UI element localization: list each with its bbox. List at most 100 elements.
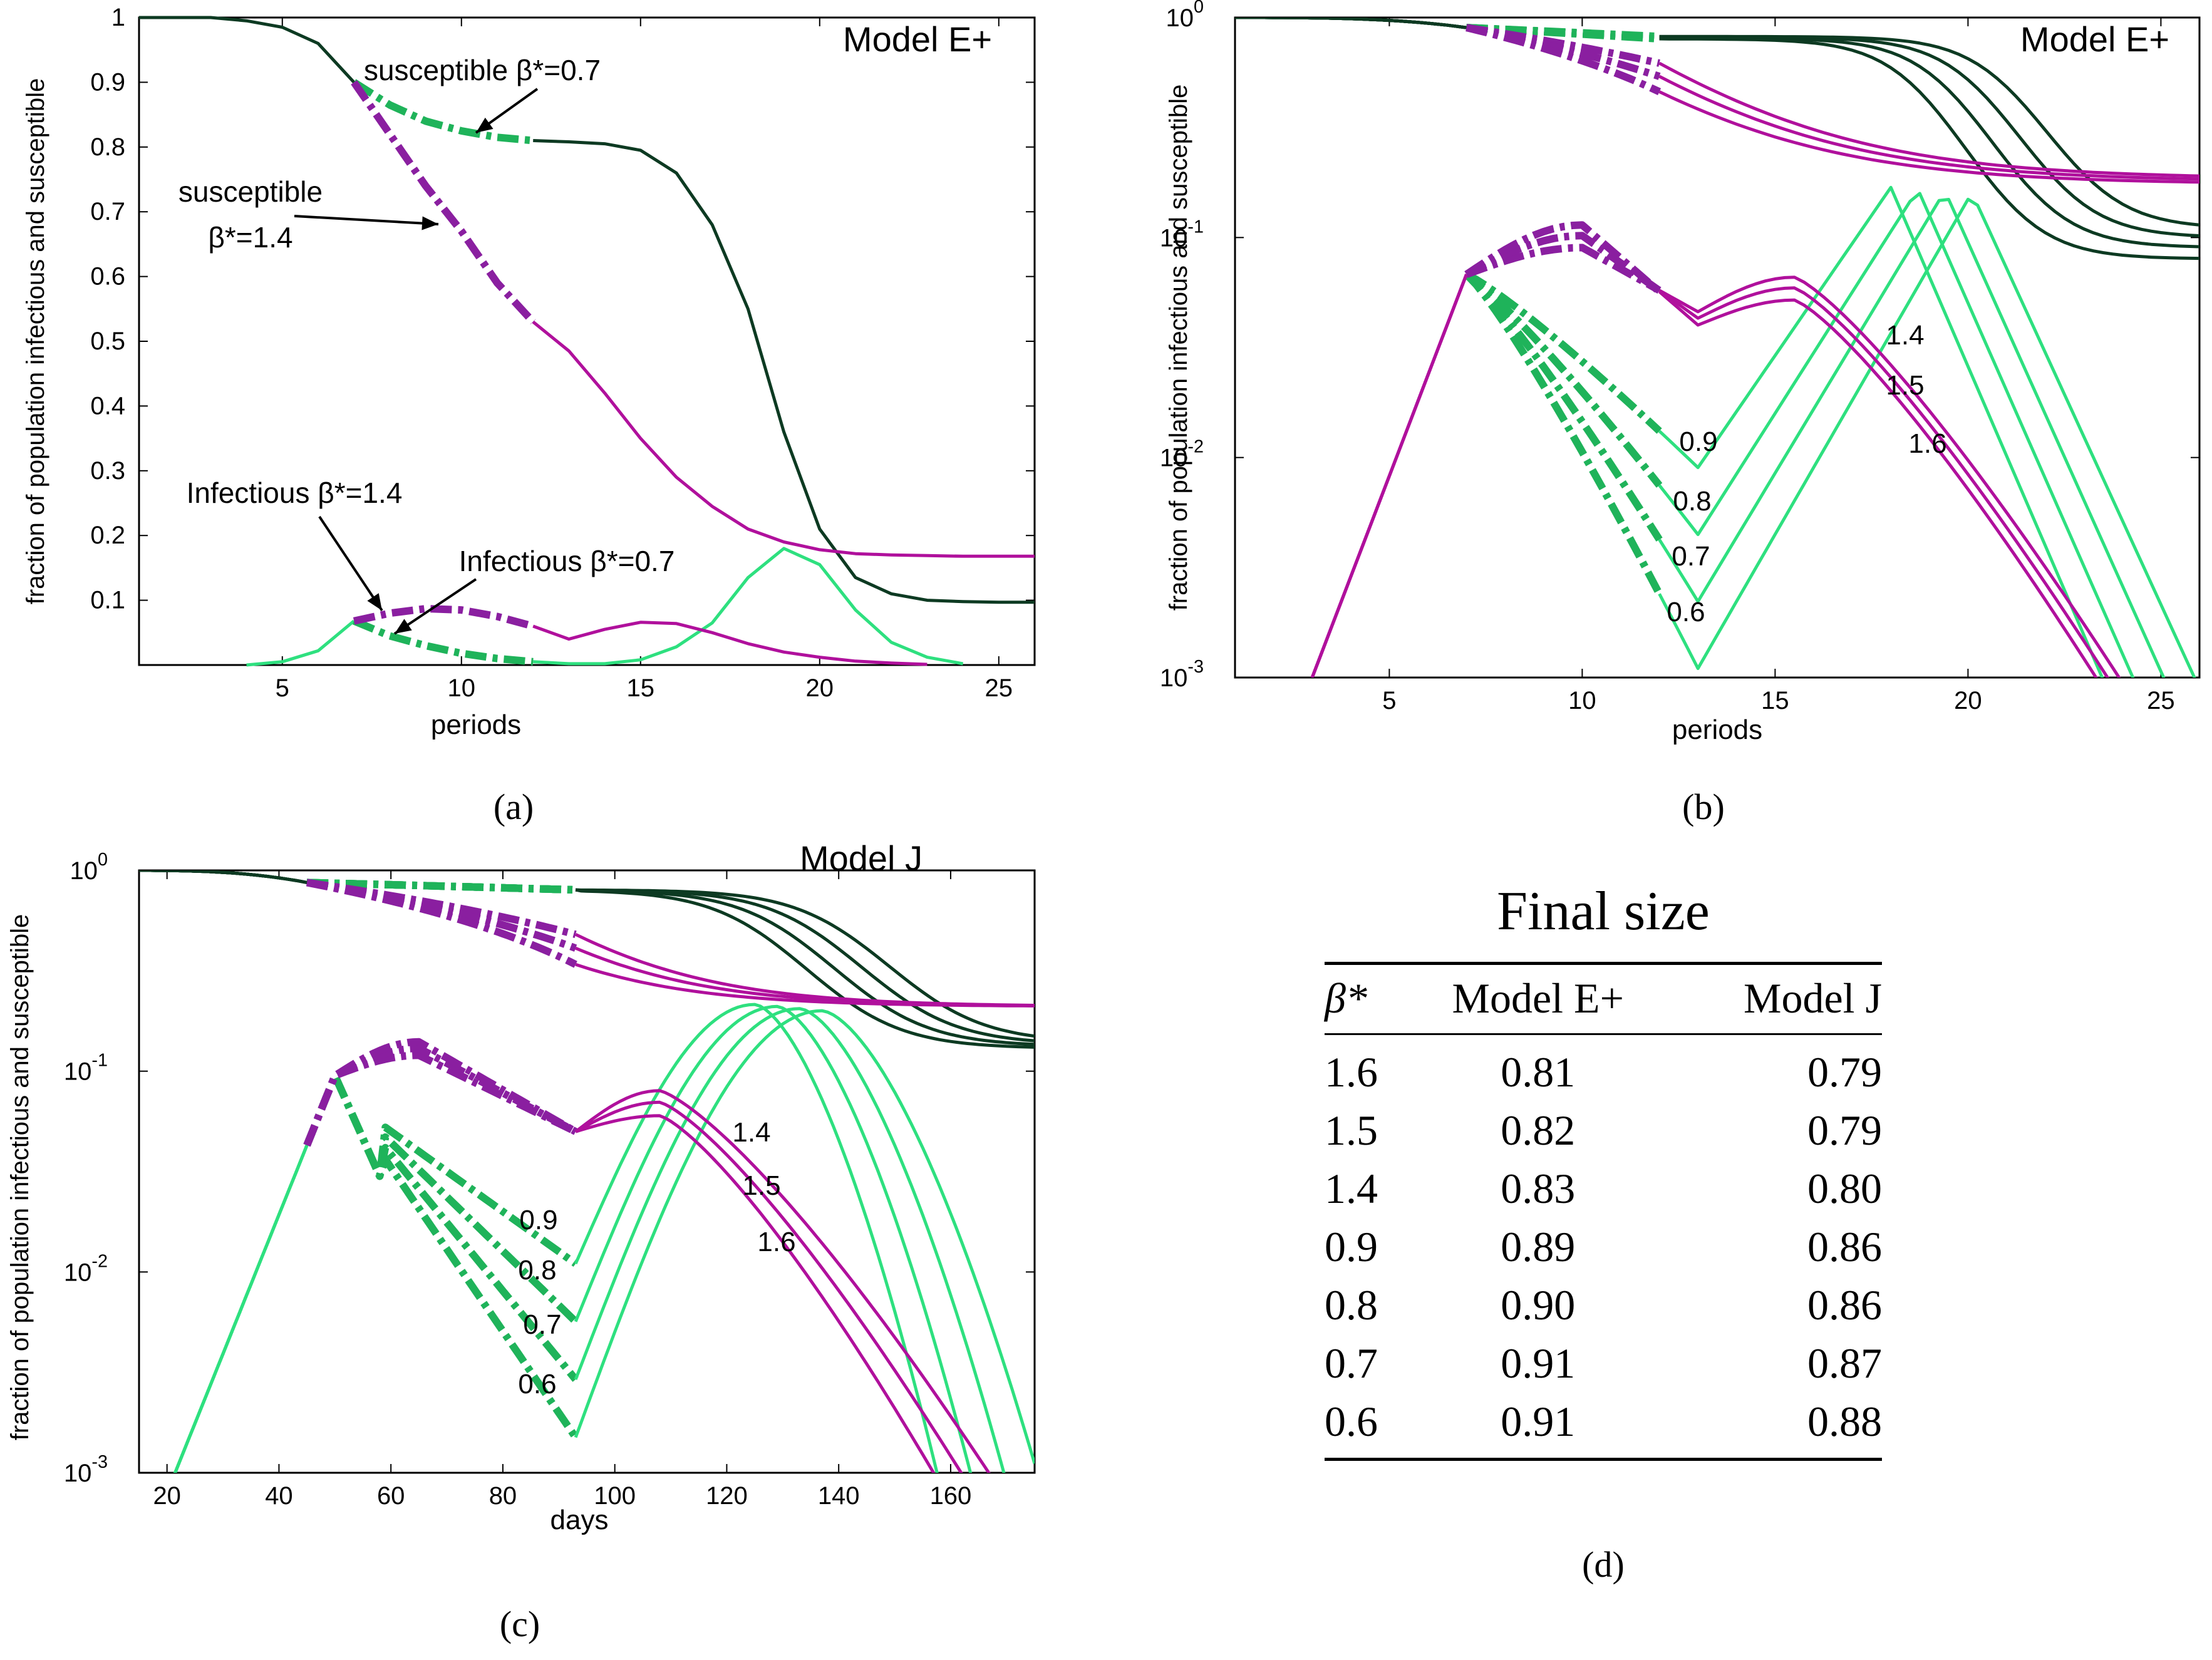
- chart-title: Model J: [800, 838, 923, 878]
- y-tick-label: 100: [70, 850, 108, 885]
- series-line: [1658, 198, 2166, 678]
- series-line-intervention: [1464, 272, 1663, 596]
- table-row: 0.7 0.91 0.87: [1325, 1335, 1882, 1393]
- x-tick-label: 160: [930, 1482, 972, 1510]
- series-line: [1310, 274, 1468, 678]
- y-tick-label: 0.8: [90, 133, 125, 161]
- x-tick-label: 100: [594, 1482, 636, 1510]
- series-line: [352, 617, 534, 666]
- chart-c: 20 40 60 80 100 120 140 160 10-3 10-2 10-1 100 0.9 0.…: [6, 838, 1036, 1535]
- arrow-susceptible-0.7-head: [476, 117, 494, 133]
- series-line: [353, 605, 534, 630]
- series-line: [575, 1114, 936, 1473]
- table-cell: 0.8: [1325, 1281, 1378, 1329]
- x-tick-label: 20: [1954, 687, 1982, 714]
- series-line: [533, 139, 1035, 604]
- x-tick-label: 15: [627, 674, 655, 702]
- table-row: 0.6 0.91 0.88: [1325, 1393, 1882, 1461]
- series-line: [575, 888, 1035, 1046]
- x-tick-label: 60: [377, 1482, 405, 1510]
- sublabel-d: (d): [1582, 1544, 1625, 1585]
- curve-label: 0.8: [1673, 486, 1711, 517]
- chart-title: Model E+: [843, 19, 992, 59]
- y-tick-label: 0.5: [90, 327, 125, 355]
- series-line: [1235, 18, 1467, 29]
- series-line: [139, 870, 308, 884]
- x-tick-label: 40: [265, 1482, 293, 1510]
- x-tick-label: 80: [489, 1482, 517, 1510]
- table-row: 1.6 0.81 0.79: [1325, 1034, 1882, 1103]
- chart-title: Model E+: [2020, 19, 2169, 59]
- table-cell: 1.4: [1325, 1165, 1378, 1212]
- table-cell: 0.89: [1501, 1223, 1576, 1271]
- curve-label: 1.6: [757, 1227, 795, 1257]
- x-tick-label: 120: [706, 1482, 748, 1510]
- x-tick-label: 20: [153, 1482, 181, 1510]
- series-line-intervention: [303, 1071, 578, 1267]
- series-line-intervention: [1464, 232, 1662, 294]
- table-row: 1.4 0.83 0.80: [1325, 1160, 1882, 1219]
- table-cell: 0.87: [1807, 1339, 1882, 1387]
- x-axis-label: periods: [431, 709, 521, 740]
- y-tick-exponent: -1: [1187, 217, 1204, 237]
- series-line-intervention: [1464, 271, 1663, 542]
- y-tick-label: 10-3: [1160, 657, 1204, 692]
- series-line: [574, 1100, 963, 1473]
- curve-label: 1.5: [1886, 370, 1924, 401]
- axes-frame: [138, 869, 1036, 1474]
- y-tick-label: 0.7: [90, 198, 125, 225]
- curve-label: 0.7: [523, 1309, 561, 1340]
- y-tick-label: 0.1: [90, 587, 125, 614]
- col-model-j: Model J: [1670, 962, 1882, 1035]
- table-row: 0.8 0.90 0.86: [1325, 1277, 1882, 1335]
- sublabel-c: (c): [499, 1604, 540, 1644]
- table-cell: 0.7: [1325, 1339, 1378, 1387]
- col-beta: β*: [1325, 962, 1407, 1035]
- x-tick-label: 10: [1568, 687, 1596, 714]
- x-tick-label: 25: [985, 674, 1013, 702]
- series-line: [574, 1089, 991, 1473]
- series-line-intervention: [306, 879, 576, 894]
- y-axis-label: fraction of population infectious and su…: [22, 78, 49, 605]
- y-tick-exponent: 0: [1194, 0, 1204, 17]
- x-axis-label: periods: [1672, 714, 1762, 745]
- series-line: [574, 1009, 1035, 1465]
- curve-label: 0.8: [518, 1255, 556, 1286]
- x-axis-label: days: [550, 1505, 609, 1535]
- table-cell: 0.83: [1501, 1165, 1576, 1212]
- annotation-infectious-1.4: Infectious β*=1.4: [187, 477, 403, 509]
- series-line-intervention: [1465, 244, 1662, 294]
- arrow-infectious-1.4-head: [367, 593, 382, 611]
- series-line-intervention: [303, 1071, 579, 1440]
- series-line: [575, 962, 1035, 1008]
- plot-area: [1235, 18, 2199, 678]
- y-tick-label: 10-3: [64, 1452, 108, 1487]
- table-cell: 0.81: [1501, 1048, 1576, 1096]
- curve-label: 1.5: [742, 1170, 780, 1201]
- y-tick-exponent: -1: [91, 1051, 108, 1071]
- table-cell: 0.6: [1325, 1393, 1407, 1461]
- arrow-infectious-1.4: [318, 515, 383, 612]
- final-size-table-panel: Final size β* Model E+ Model J 1.6 0.81 0.…: [1325, 880, 1882, 1461]
- table-row: 1.5 0.82 0.79: [1325, 1102, 1882, 1160]
- table-cell: 0.91: [1501, 1339, 1576, 1387]
- series-line: [574, 1003, 939, 1473]
- series-line-intervention: [306, 879, 577, 968]
- series-line-intervention: [1464, 271, 1662, 434]
- y-tick-label: 1: [111, 4, 125, 31]
- plot-area: [139, 870, 1035, 1473]
- table-cell: 1.6: [1325, 1048, 1378, 1096]
- table-cell: 0.90: [1501, 1281, 1576, 1329]
- series-line: [1659, 37, 2199, 260]
- series-line: [532, 621, 928, 666]
- y-tick-label: 0.9: [90, 68, 125, 96]
- x-tick-label: 5: [1382, 687, 1396, 714]
- series-line: [1658, 90, 2199, 184]
- chart-b: 5 10 15 20 2510-310-210-11000.90.80.70.61.41…: [1160, 0, 2201, 745]
- series-line-intervention: [1464, 271, 1663, 488]
- curve-label: 0.9: [1679, 426, 1717, 457]
- arrow-susceptible-1.4-head: [421, 216, 438, 230]
- table-cell: 0.86: [1807, 1281, 1882, 1329]
- x-tick-label: 140: [818, 1482, 860, 1510]
- series-line-intervention: [303, 1071, 579, 1324]
